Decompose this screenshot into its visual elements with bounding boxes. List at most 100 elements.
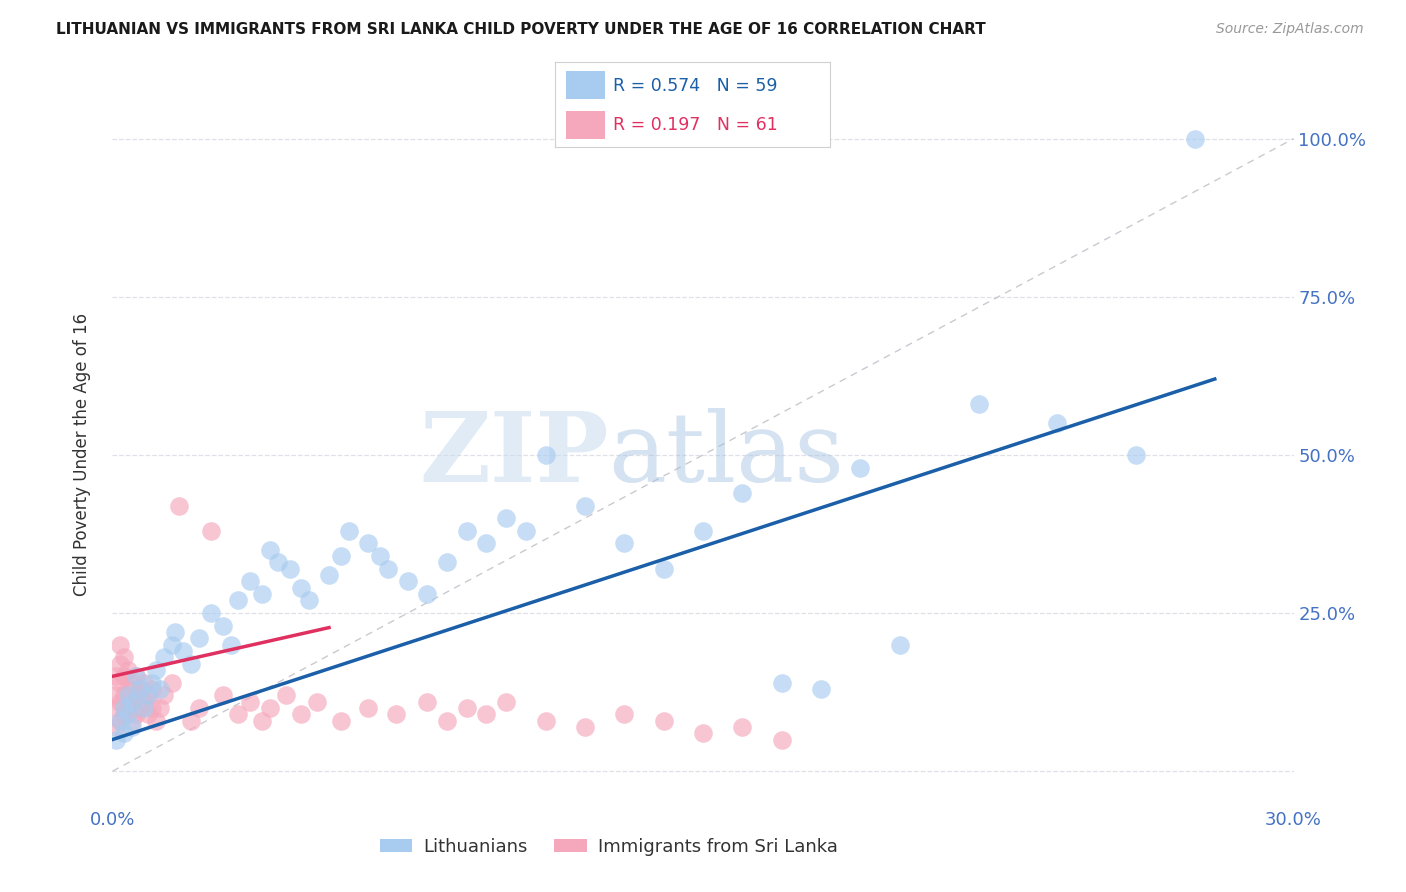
Text: R = 0.197   N = 61: R = 0.197 N = 61 <box>613 116 778 134</box>
Point <box>180 714 202 728</box>
Point <box>110 695 132 709</box>
Point <box>145 714 167 728</box>
Point <box>534 714 557 728</box>
Point <box>274 688 297 702</box>
Point <box>259 701 281 715</box>
Point <box>1184 131 1206 145</box>
Point <box>129 681 152 696</box>
Point <box>211 618 233 632</box>
Y-axis label: Child Poverty Under the Age of 16: Child Poverty Under the Age of 16 <box>73 313 91 597</box>
Point <box>267 556 290 570</box>
Point <box>534 448 557 462</box>
Point <box>219 638 242 652</box>
Point <box>436 556 458 570</box>
Point <box>129 701 152 715</box>
Point <box>110 657 132 671</box>
Point <box>112 650 135 665</box>
Point <box>129 681 152 696</box>
Point <box>169 499 191 513</box>
Point <box>456 524 478 538</box>
Point <box>396 574 419 589</box>
Point <box>307 695 329 709</box>
Bar <box>567 111 605 139</box>
Point <box>515 524 537 538</box>
Point <box>136 688 159 702</box>
Point <box>141 675 163 690</box>
Point <box>105 688 128 702</box>
Point <box>125 669 148 683</box>
Point <box>117 707 139 722</box>
Point <box>110 638 132 652</box>
Point <box>574 720 596 734</box>
Point <box>692 726 714 740</box>
Point <box>152 688 174 702</box>
Bar <box>567 71 605 99</box>
Point <box>121 714 143 728</box>
Point <box>250 714 273 728</box>
Point <box>416 587 439 601</box>
Point <box>259 542 281 557</box>
Point <box>125 669 148 683</box>
Point <box>475 536 498 550</box>
Point <box>136 707 159 722</box>
Point <box>849 460 872 475</box>
Point <box>495 695 517 709</box>
Point <box>160 675 183 690</box>
Point <box>117 688 139 702</box>
Point <box>574 499 596 513</box>
Point <box>188 701 211 715</box>
Point <box>770 675 793 690</box>
Point <box>200 606 222 620</box>
Point <box>105 701 128 715</box>
Point <box>1125 448 1147 462</box>
Point <box>132 675 155 690</box>
Point <box>337 524 360 538</box>
Point <box>105 669 128 683</box>
Point <box>149 701 172 715</box>
Point <box>188 632 211 646</box>
Point <box>141 681 163 696</box>
Text: LITHUANIAN VS IMMIGRANTS FROM SRI LANKA CHILD POVERTY UNDER THE AGE OF 16 CORREL: LITHUANIAN VS IMMIGRANTS FROM SRI LANKA … <box>56 22 986 37</box>
Point <box>149 681 172 696</box>
Point <box>329 549 352 563</box>
Point <box>613 536 636 550</box>
Point <box>112 688 135 702</box>
Text: R = 0.574   N = 59: R = 0.574 N = 59 <box>613 77 778 95</box>
Point <box>121 675 143 690</box>
Point <box>298 593 321 607</box>
Point <box>385 707 408 722</box>
Point <box>211 688 233 702</box>
Point <box>200 524 222 538</box>
Point <box>692 524 714 538</box>
Point <box>172 644 194 658</box>
Point <box>141 701 163 715</box>
Point <box>112 701 135 715</box>
Legend: Lithuanians, Immigrants from Sri Lanka: Lithuanians, Immigrants from Sri Lanka <box>373 831 845 863</box>
Point <box>329 714 352 728</box>
Point <box>456 701 478 715</box>
Point <box>770 732 793 747</box>
Point <box>105 720 128 734</box>
Point <box>278 562 301 576</box>
Point <box>121 695 143 709</box>
Point <box>117 681 139 696</box>
Point <box>475 707 498 722</box>
Point <box>228 707 250 722</box>
Point <box>731 720 754 734</box>
Point <box>810 681 832 696</box>
Point <box>652 714 675 728</box>
Point <box>152 650 174 665</box>
Point <box>110 714 132 728</box>
Point <box>180 657 202 671</box>
Point <box>967 397 990 411</box>
Point <box>416 695 439 709</box>
Point <box>290 581 312 595</box>
Point <box>357 536 380 550</box>
Point <box>121 720 143 734</box>
Point <box>132 695 155 709</box>
Point <box>731 486 754 500</box>
Point <box>357 701 380 715</box>
Point <box>117 663 139 677</box>
Point <box>613 707 636 722</box>
Point <box>377 562 399 576</box>
